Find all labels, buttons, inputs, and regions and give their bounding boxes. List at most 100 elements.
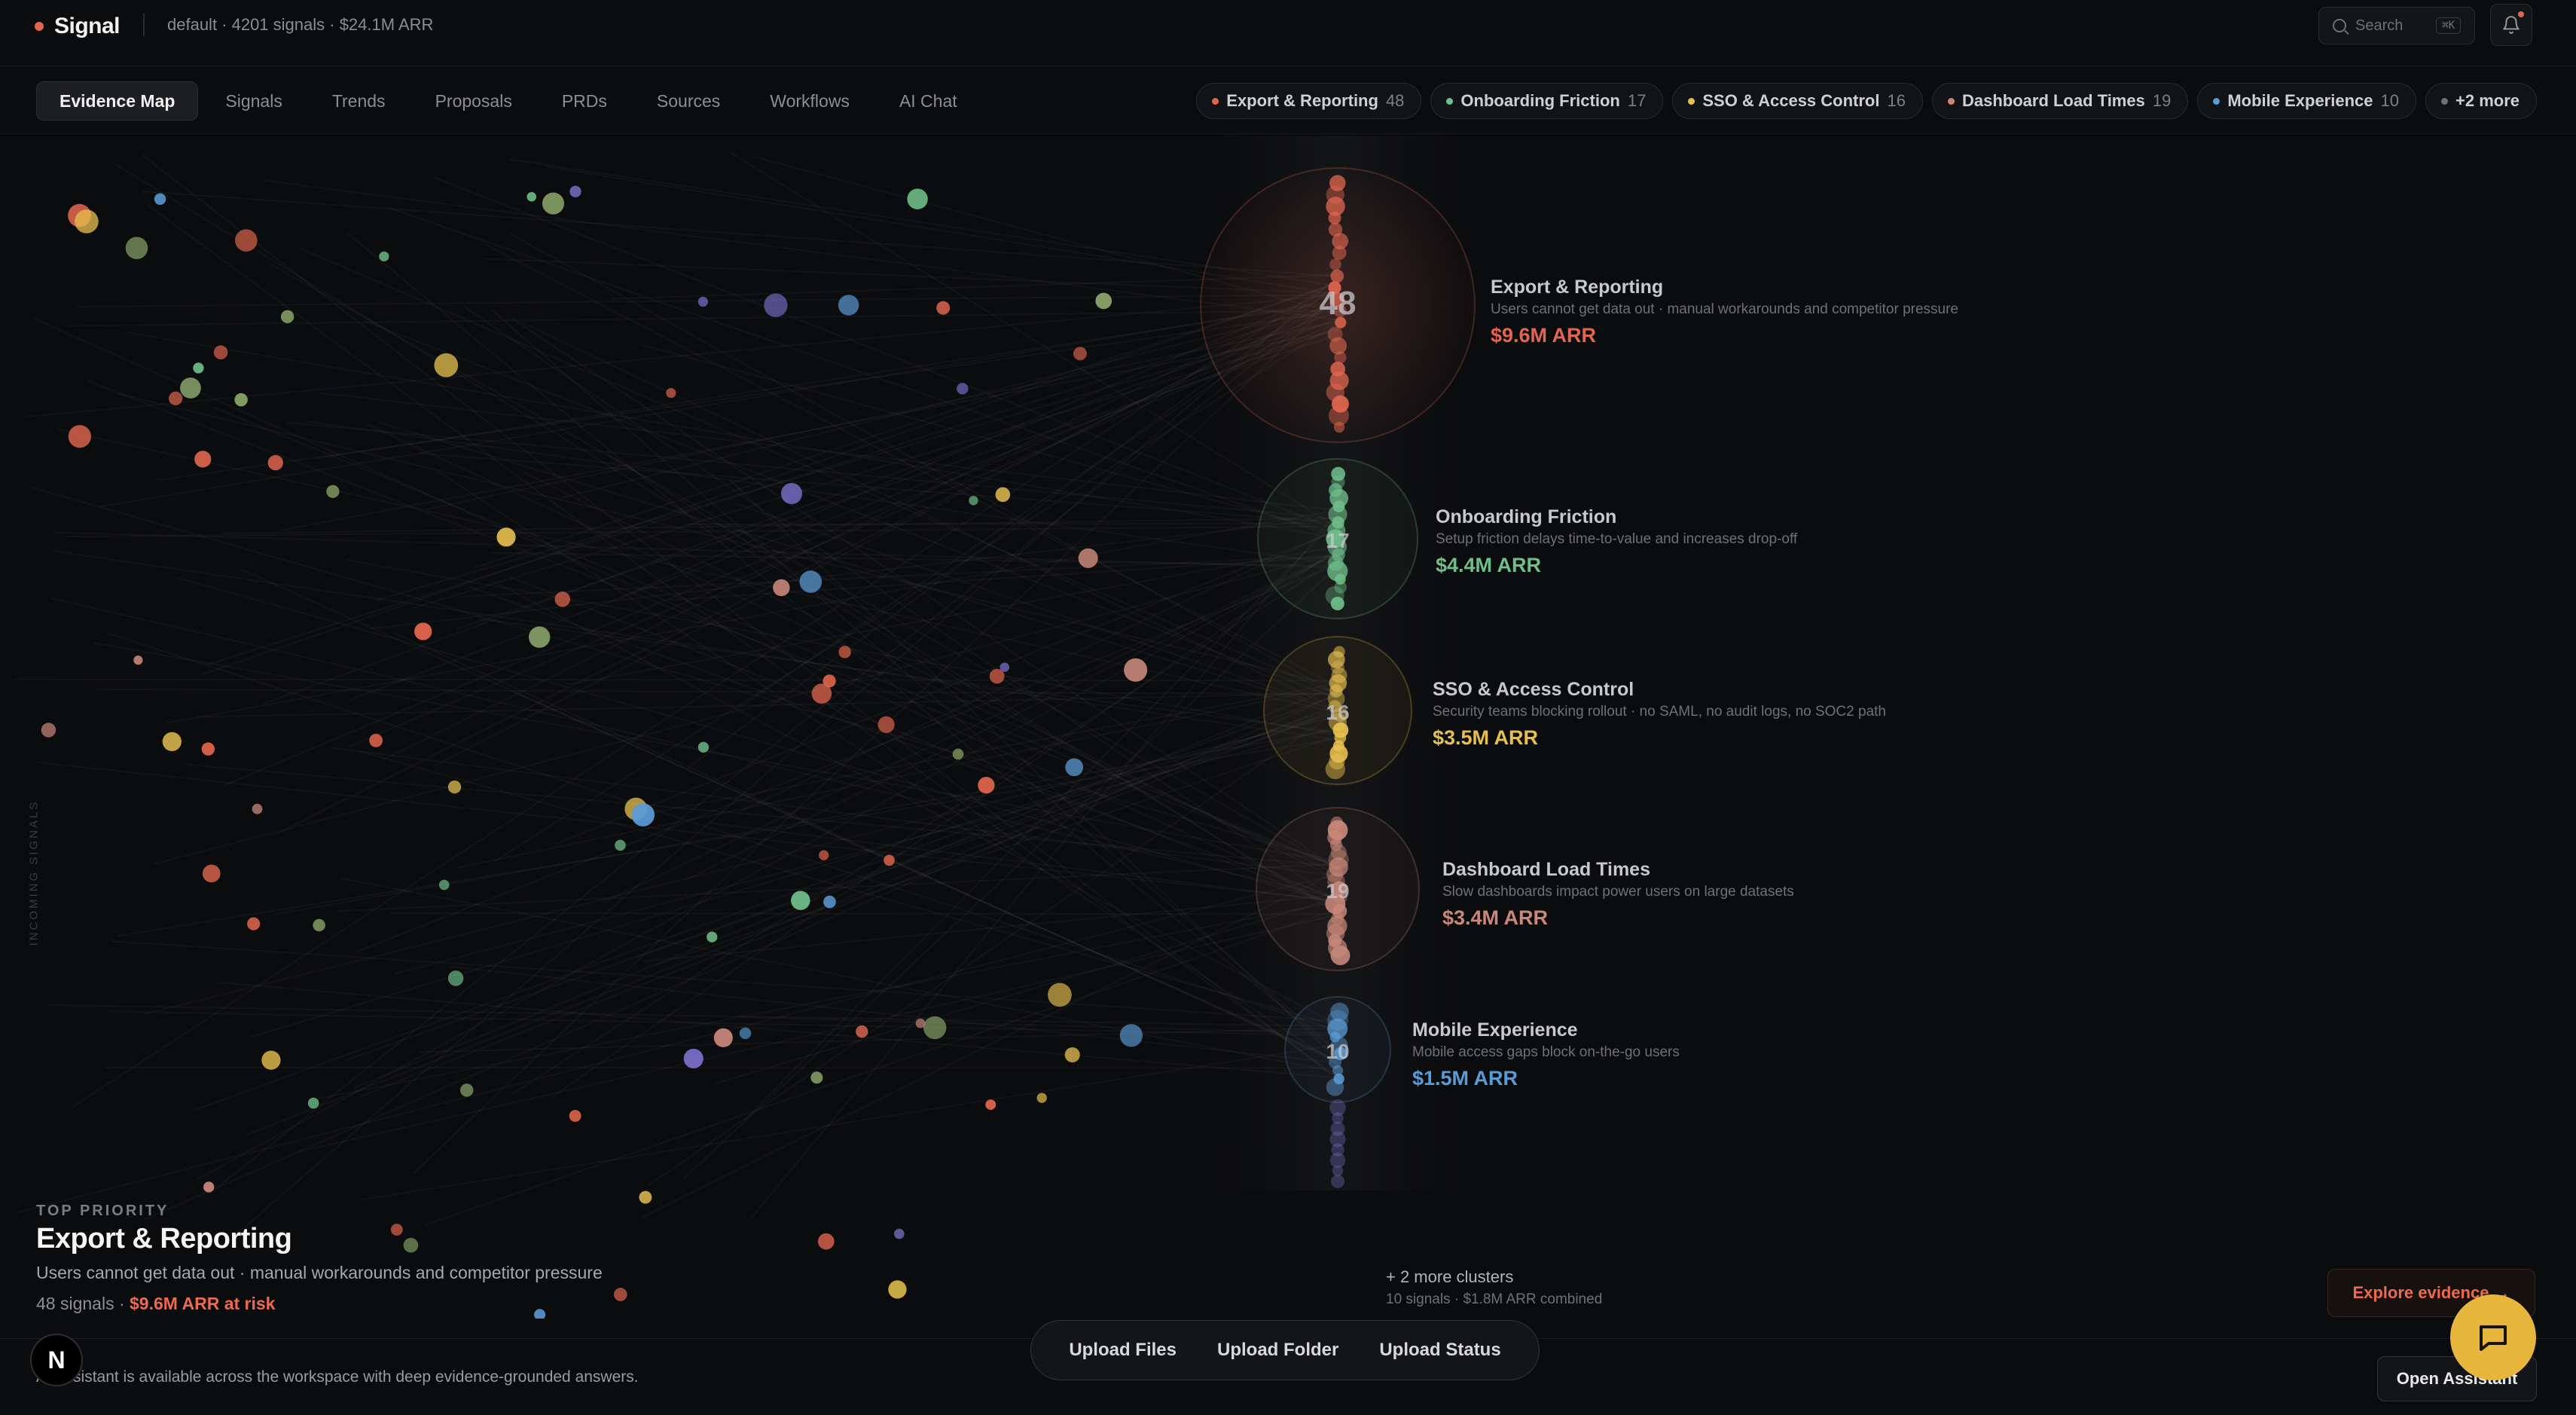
overflow-signal-dot: [1330, 1121, 1345, 1136]
incoming-signal-dot: [194, 451, 212, 468]
cluster-signal-dot: [1329, 753, 1345, 770]
cluster-signal-dot: [1335, 316, 1347, 329]
workspace-avatar[interactable]: N: [30, 1334, 83, 1386]
signal-link: [413, 296, 1338, 1174]
signal-link: [300, 915, 1338, 1151]
tab-proposals[interactable]: Proposals: [435, 90, 512, 111]
tab-signals[interactable]: Signals: [225, 90, 282, 111]
cluster-label-onboarding-friction[interactable]: Onboarding Friction Setup friction delays…: [1436, 506, 1797, 577]
cluster-chips: Export & Reporting 48 Onboarding Friction 1…: [1196, 83, 2537, 119]
incoming-signal-dot: [261, 1050, 281, 1070]
more-clusters-title: + 2 more clusters: [1386, 1267, 1514, 1286]
upload-files-button[interactable]: Upload Files: [1069, 1340, 1177, 1360]
priority-kicker: TOP PRIORITY: [36, 1203, 169, 1219]
chip-mobile-experience[interactable]: Mobile Experience 10: [2197, 83, 2416, 119]
signal-link: [142, 191, 1338, 277]
incoming-signal-dot: [819, 850, 829, 860]
incoming-signal-dot: [447, 970, 464, 986]
cluster-signal-dot: [1326, 197, 1345, 216]
incoming-signal-dot: [907, 188, 928, 209]
incoming-signal-dot: [528, 626, 551, 648]
overflow-signal-dot: [1331, 1143, 1344, 1157]
chip-label: Dashboard Load Times: [1961, 91, 2145, 110]
upload-folder-button[interactable]: Upload Folder: [1217, 1340, 1339, 1360]
signal-link: [264, 181, 1338, 320]
incoming-signal-dot: [683, 1048, 704, 1069]
cluster-signal-dot: [1332, 233, 1349, 250]
incoming-signal-dot: [838, 646, 851, 659]
notifications-button[interactable]: [2490, 4, 2532, 46]
incoming-signal-dot: [773, 579, 790, 597]
tab-evidence-map[interactable]: Evidence Map: [36, 81, 199, 121]
more-clusters[interactable]: + 2 more clusters 10 signals · $1.8M ARR…: [1386, 1267, 1602, 1308]
incoming-signal-dot: [526, 191, 537, 202]
incoming-signal-dot: [969, 496, 978, 506]
incoming-signal-dot: [739, 1027, 752, 1040]
more-clusters-subtitle: 10 signals · $1.8M ARR combined: [1386, 1291, 1603, 1307]
chip-count: 48: [1385, 91, 1405, 110]
incoming-signal-dot: [496, 527, 516, 547]
cluster-signal-dot: [1333, 304, 1347, 318]
cluster-arr: $4.4M ARR: [1436, 554, 1542, 576]
upload-status-button[interactable]: Upload Status: [1379, 1340, 1501, 1360]
cluster-label-export-reporting[interactable]: Export & Reporting Users cannot get data …: [1491, 277, 1958, 347]
cluster-signal-dot: [1333, 421, 1345, 433]
incoming-signal-dot: [235, 229, 258, 252]
tab-ai-chat[interactable]: AI Chat: [899, 90, 957, 111]
cluster-label-sso-access-control[interactable]: SSO & Access Control Security teams block…: [1433, 679, 1886, 750]
cluster-label-mobile-experience[interactable]: Mobile Experience Mobile access gaps bloc…: [1412, 1019, 1680, 1090]
incoming-signal-dot: [307, 1097, 319, 1109]
chip-more[interactable]: +2 more: [2425, 83, 2537, 119]
tab-trends[interactable]: Trends: [331, 90, 386, 111]
cluster-signal-dot: [1326, 1078, 1344, 1096]
search-input[interactable]: Search ⌘K: [2318, 7, 2475, 44]
incoming-signal-dot: [1124, 658, 1148, 682]
tab-workflows[interactable]: Workflows: [770, 90, 850, 111]
cluster-signal-dot: [1330, 946, 1351, 965]
incoming-signal-dot: [823, 674, 836, 688]
cluster-label-dashboard-load-times[interactable]: Dashboard Load Times Slow dashboards impa…: [1442, 859, 1794, 930]
incoming-signal-dot: [280, 310, 295, 323]
cluster-signal-dot: [1329, 684, 1343, 698]
chip-sso-access-control[interactable]: SSO & Access Control 16: [1672, 83, 1923, 119]
cluster-arr: $3.4M ARR: [1442, 906, 1549, 929]
cluster-count: 16: [1326, 701, 1349, 724]
cluster-signal-dot: [1330, 660, 1344, 674]
tab-sources[interactable]: Sources: [656, 90, 721, 111]
brand[interactable]: Signal: [35, 14, 121, 39]
incoming-signal-dot: [1065, 758, 1084, 777]
signal-link: [63, 527, 1338, 536]
incoming-signal-dot: [613, 1288, 627, 1301]
incoming-signal-dot: [213, 345, 228, 359]
tab-prds[interactable]: PRDs: [561, 90, 607, 111]
incoming-signal-dot: [569, 1110, 581, 1122]
chat-fab-button[interactable]: [2450, 1294, 2536, 1380]
cluster-signal-dot: [1331, 395, 1349, 413]
incoming-signal-dot: [817, 1233, 835, 1250]
signal-link: [54, 551, 1338, 740]
signal-link: [18, 874, 1338, 1212]
signal-link: [262, 311, 1338, 704]
priority-stats: 48 signals · $9.6M ARR at risk: [36, 1294, 603, 1314]
cluster-signal-dot: [1333, 1073, 1344, 1085]
chip-color-dot: [2213, 97, 2220, 105]
cluster-signal-dot: [1329, 857, 1348, 877]
explore-evidence-button[interactable]: Explore evidence →: [2327, 1269, 2535, 1317]
signal-link: [206, 305, 1338, 665]
incoming-signal-dot: [542, 192, 565, 215]
priority-title: Export & Reporting: [36, 1223, 292, 1255]
chip-dashboard-load-times[interactable]: Dashboard Load Times 19: [1931, 83, 2189, 119]
incoming-signal-dot: [1073, 347, 1087, 361]
overflow-signal-dot: [1329, 1152, 1346, 1169]
signal-link: [380, 423, 1338, 711]
top-priority-summary: TOP PRIORITY Export & Reporting Users ca…: [36, 1203, 603, 1314]
cluster-signal-dot: [1330, 596, 1344, 611]
chip-export-reporting[interactable]: Export & Reporting 48: [1196, 83, 1422, 119]
incoming-signal-dot: [1000, 662, 1009, 672]
overflow-signal-dot: [1332, 1112, 1344, 1124]
cluster-count: 19: [1326, 879, 1349, 903]
chip-onboarding-friction[interactable]: Onboarding Friction 17: [1430, 83, 1664, 119]
evidence-map: 48 17 16 19 10 INCOMING SIGNALS Export & Rep…: [0, 136, 2576, 1319]
cluster-signal-dot: [1329, 1031, 1341, 1043]
incoming-signal-dot: [1095, 292, 1113, 310]
